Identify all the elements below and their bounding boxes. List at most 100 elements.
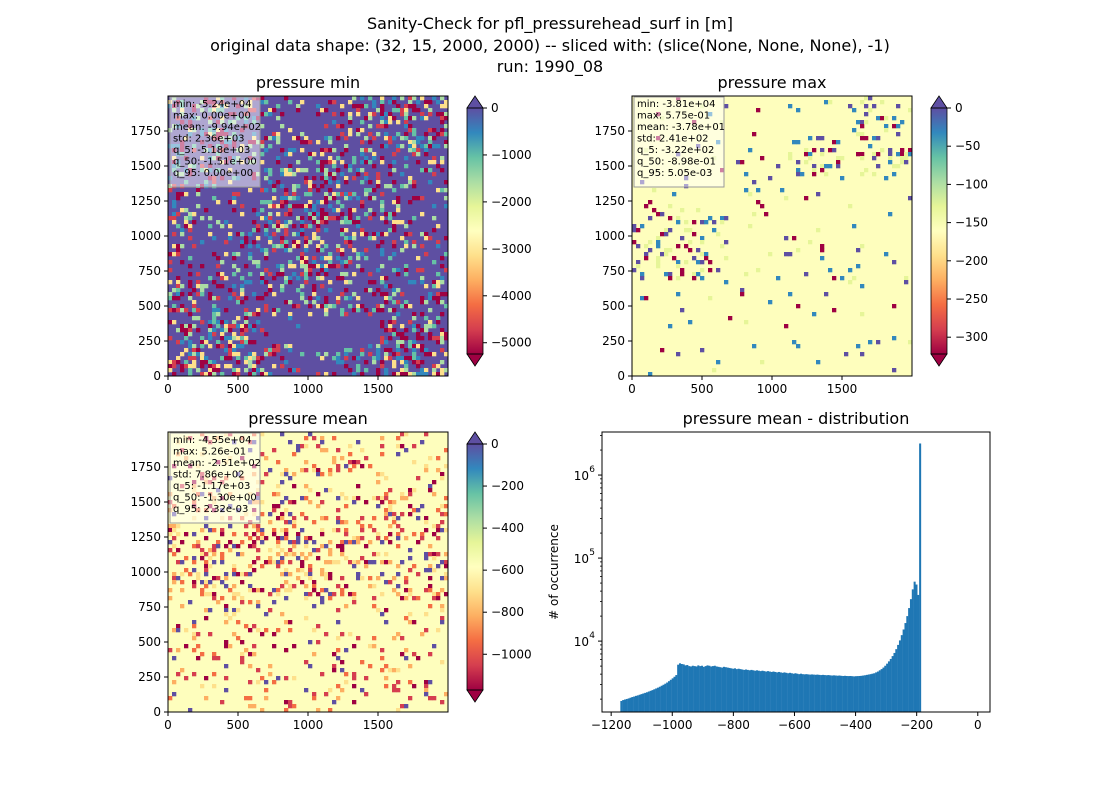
heatmap-cell [656,264,661,269]
heatmap-cell [388,508,393,513]
heatmap-cell [384,580,389,585]
colorbar-tick-label: −300 [955,330,988,344]
heatmap-cell [348,212,353,217]
heatmap-cell [212,528,217,533]
heatmap-cell [384,560,389,565]
heatmap-cell [224,356,229,361]
heatmap-cell [204,616,209,621]
heatmap-cell [436,524,441,529]
heatmap-cell [224,612,229,617]
heatmap-cell [320,240,325,245]
heatmap-cell [336,136,341,141]
heatmap-cell [332,700,337,705]
heatmap-cell [180,324,185,329]
heatmap-cell [408,340,413,345]
heatmap-cell [408,664,413,669]
heatmap-cell [404,264,409,269]
heatmap-cell [252,368,257,373]
heatmap-cell [172,296,177,301]
colorbar-tick-label: −50 [955,139,980,153]
heatmap-cell [428,552,433,557]
heatmap-cell [192,356,197,361]
heatmap-cell [432,592,437,597]
heatmap-cell [380,304,385,309]
heatmap-cell [284,648,289,653]
heatmap-cell [364,544,369,549]
heatmap-cell [296,444,301,449]
heatmap-cell [288,248,293,253]
heatmap-cell [352,600,357,605]
heatmap-cell [296,136,301,141]
heatmap-cell [200,360,205,365]
heatmap-cell [408,232,413,237]
heatmap-cell [676,216,681,221]
heatmap-cell [284,276,289,281]
heatmap-cell [360,304,365,309]
heatmap-cell [224,544,229,549]
y-tick-label: 1500 [130,159,161,173]
heatmap-cell [252,540,257,545]
heatmap-cell [284,572,289,577]
heatmap-cell [312,212,317,217]
heatmap-cell [836,160,841,165]
heatmap-cell [284,676,289,681]
heatmap-cell [444,336,449,341]
heatmap-cell [400,172,405,177]
heatmap-cell [188,324,193,329]
heatmap-cell [404,136,409,141]
heatmap-cell [372,212,377,217]
heatmap-cell [240,336,245,341]
heatmap-cell [244,312,249,317]
heatmap-cell [228,356,233,361]
heatmap-cell [288,552,293,557]
heatmap-cell [272,184,277,189]
heatmap-cell [176,192,181,197]
heatmap-cell [312,256,317,261]
heatmap-cell [276,244,281,249]
heatmap-cell [304,268,309,273]
heatmap-cell [828,268,833,273]
heatmap-cell [324,272,329,277]
histogram-bar [840,675,843,712]
heatmap-cell [264,348,269,353]
heatmap-cell [440,112,445,117]
heatmap-cell [168,292,173,297]
heatmap-cell [176,532,181,537]
heatmap-cell [280,200,285,205]
heatmap-cell [300,216,305,221]
heatmap-cell [860,156,865,161]
heatmap-cell [384,496,389,501]
heatmap-cell [724,104,729,109]
heatmap-cell [276,588,281,593]
histogram-bar [796,673,799,712]
heatmap-cell [316,556,321,561]
heatmap-cell [236,356,241,361]
heatmap-cell [344,176,349,181]
heatmap-cell [300,252,305,257]
heatmap-cell [196,328,201,333]
heatmap-cell [292,224,297,229]
colorbar-tick-label: −800 [491,605,524,619]
heatmap-cell [180,304,185,309]
heatmap-cell [860,120,865,125]
heatmap-cell [296,288,301,293]
heatmap-cell [636,260,641,265]
heatmap-cell [284,588,289,593]
heatmap-cell [332,112,337,117]
heatmap-cell [380,280,385,285]
histogram-bar [776,672,779,712]
heatmap-cell [168,540,173,545]
heatmap-cell [288,704,293,709]
heatmap-cell [424,516,429,521]
heatmap-cell [380,592,385,597]
heatmap-cell [380,264,385,269]
heatmap-cell [416,256,421,261]
heatmap-cell [668,272,673,277]
heatmap-cell [688,320,693,325]
heatmap-cell [252,352,257,357]
heatmap-cell [264,224,269,229]
heatmap-cell [740,160,745,165]
heatmap-cell [320,256,325,261]
heatmap-cell [356,368,361,373]
heatmap-cell [336,684,341,689]
